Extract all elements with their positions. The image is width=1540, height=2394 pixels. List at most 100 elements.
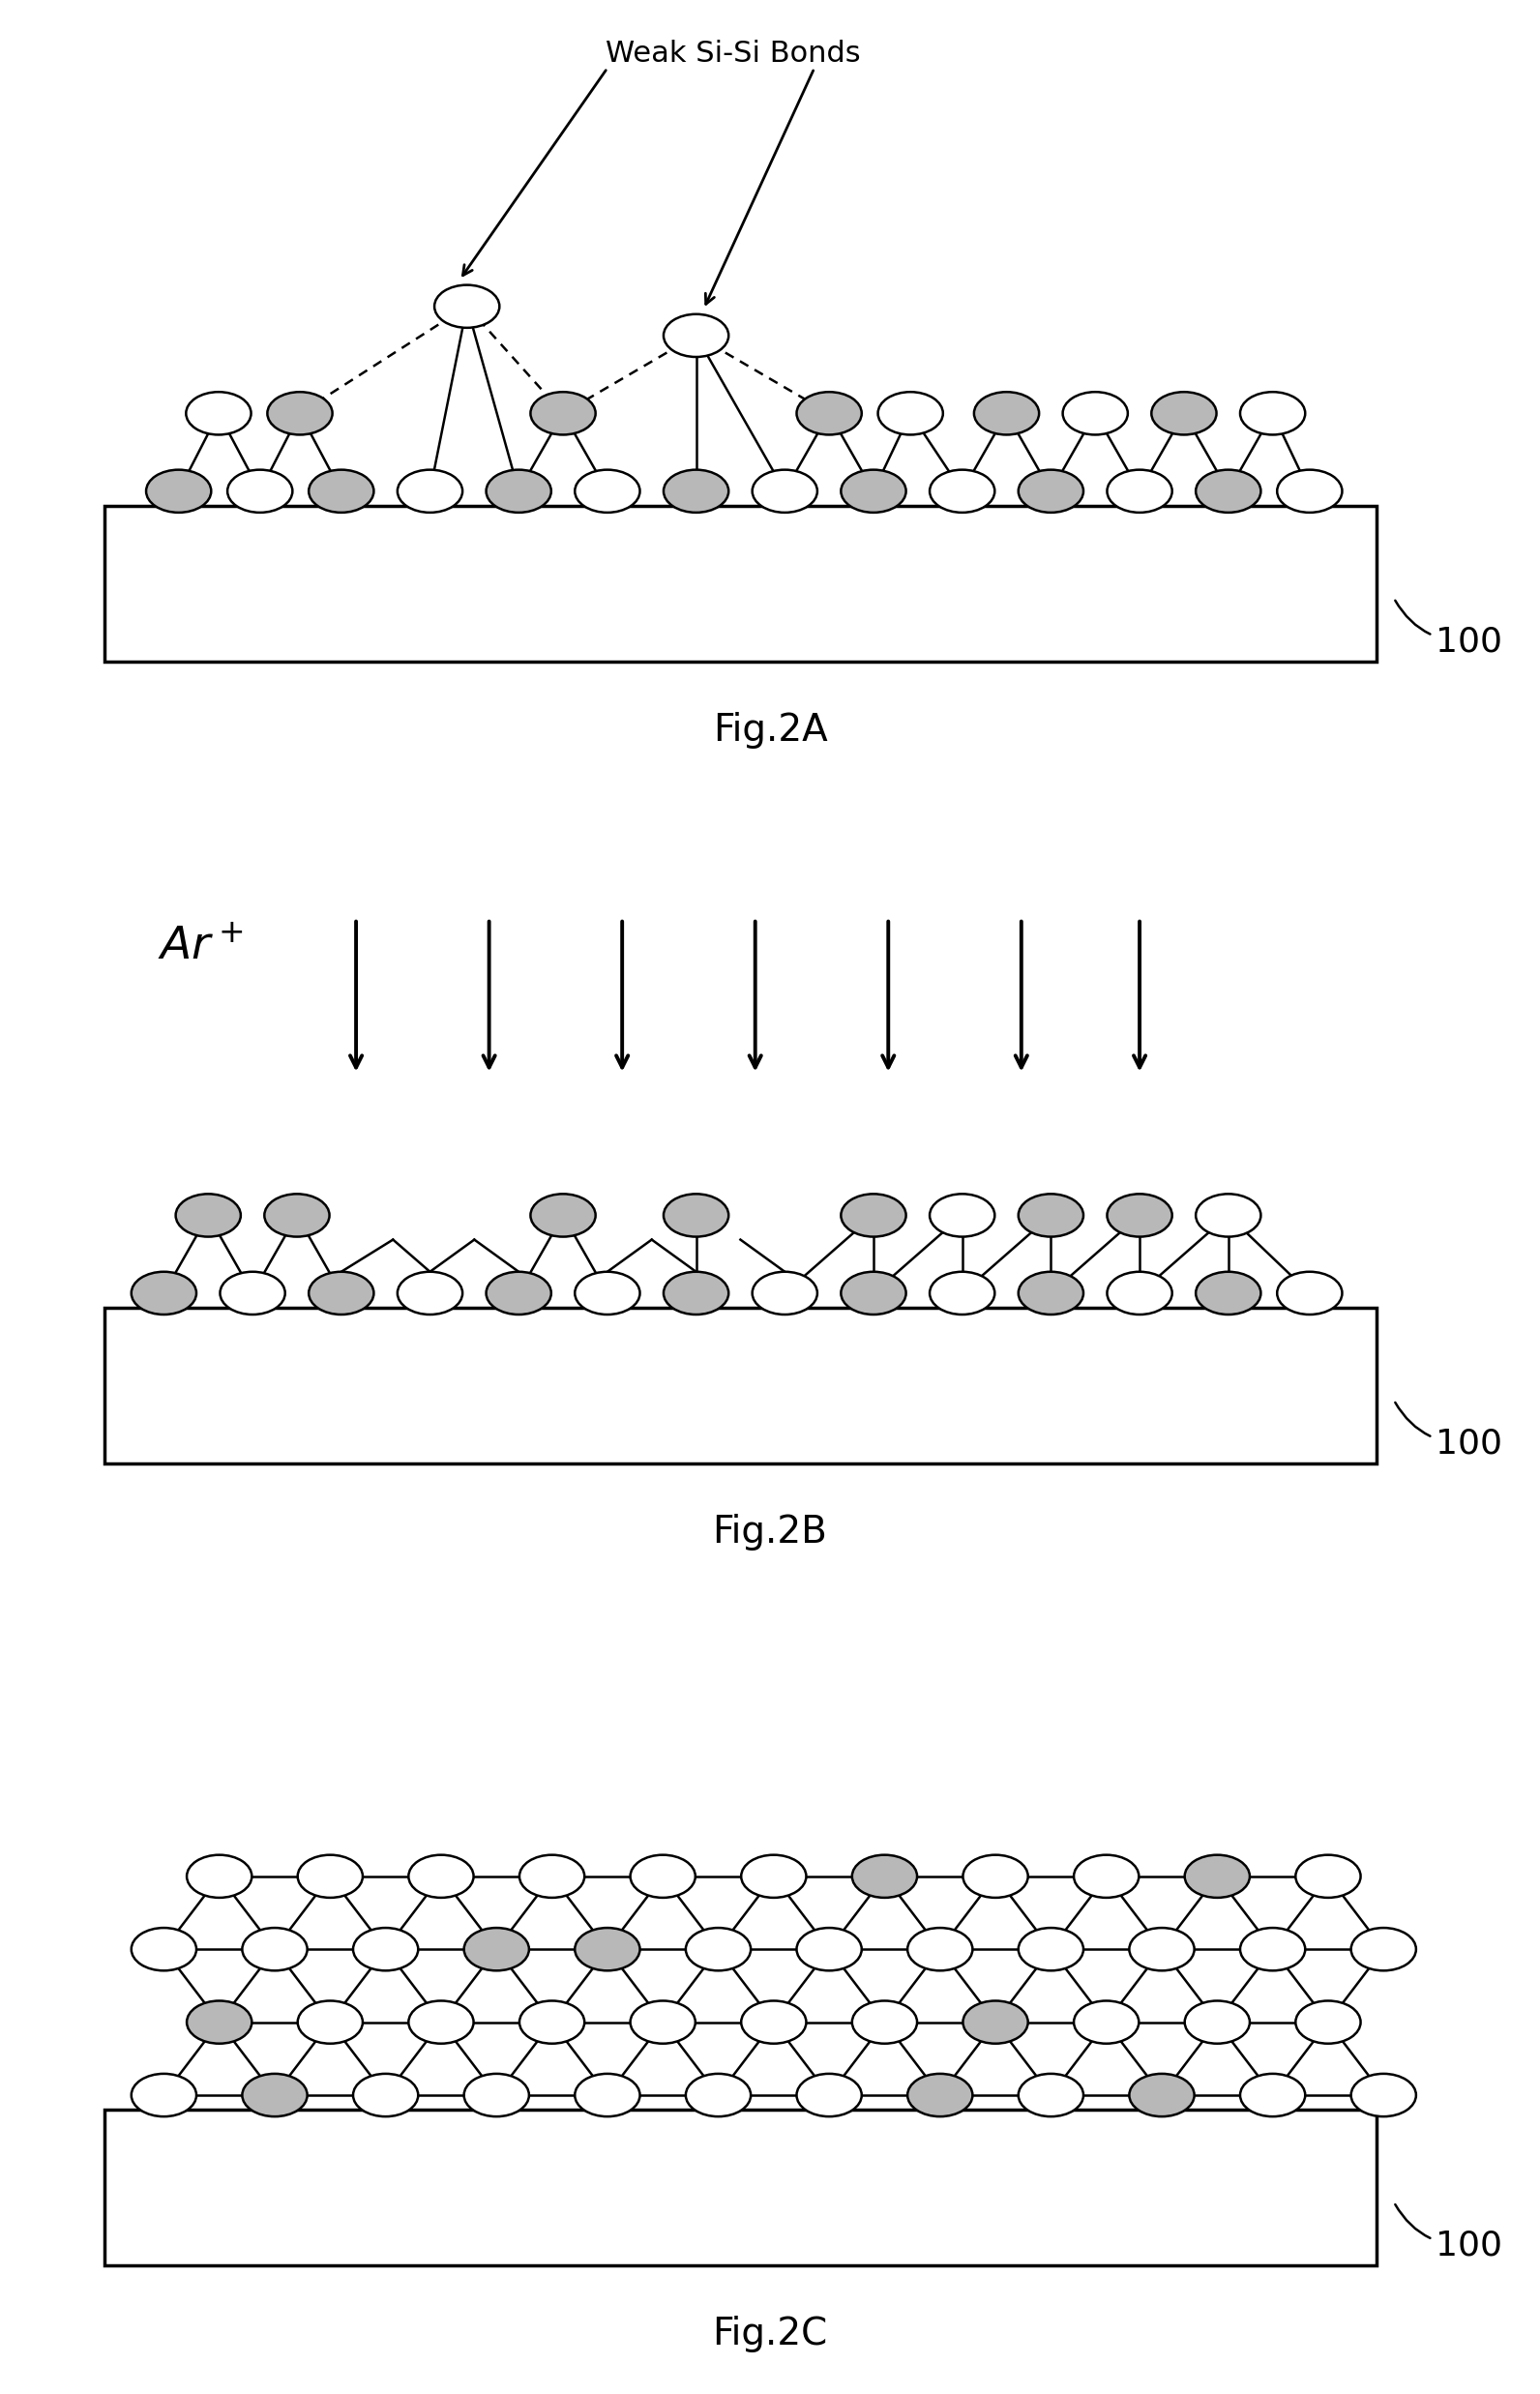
Circle shape — [1351, 2073, 1417, 2116]
Circle shape — [664, 314, 728, 357]
Text: 100: 100 — [1395, 601, 1502, 658]
Circle shape — [1073, 2001, 1140, 2044]
Circle shape — [1277, 469, 1343, 512]
Circle shape — [574, 2073, 641, 2116]
Circle shape — [408, 2001, 474, 2044]
Circle shape — [353, 1927, 419, 1970]
Circle shape — [973, 393, 1040, 436]
Circle shape — [186, 1855, 253, 1898]
Circle shape — [397, 469, 462, 512]
Text: Fig.2B: Fig.2B — [713, 1513, 827, 1551]
Circle shape — [796, 393, 862, 436]
Circle shape — [664, 469, 728, 512]
Circle shape — [297, 2001, 363, 2044]
Circle shape — [131, 1927, 197, 1970]
Bar — [105, 1307, 1377, 1463]
Circle shape — [907, 2073, 973, 2116]
Circle shape — [530, 393, 596, 436]
Circle shape — [741, 1855, 807, 1898]
Circle shape — [1184, 1855, 1250, 1898]
Circle shape — [1129, 1927, 1195, 1970]
Circle shape — [685, 1927, 752, 1970]
Circle shape — [397, 1271, 462, 1314]
Circle shape — [1018, 2073, 1084, 2116]
Circle shape — [353, 2073, 419, 2116]
Circle shape — [220, 1271, 285, 1314]
Circle shape — [1277, 1271, 1343, 1314]
Circle shape — [852, 2001, 918, 2044]
Circle shape — [962, 2001, 1029, 2044]
Circle shape — [752, 469, 818, 512]
Circle shape — [930, 469, 995, 512]
Circle shape — [131, 1271, 197, 1314]
Circle shape — [1351, 1927, 1417, 1970]
Circle shape — [1152, 393, 1217, 436]
Bar — [105, 2109, 1377, 2265]
Circle shape — [464, 2073, 530, 2116]
Circle shape — [878, 393, 942, 436]
Circle shape — [630, 1855, 696, 1898]
Circle shape — [1195, 1195, 1261, 1238]
Circle shape — [574, 1927, 641, 1970]
Circle shape — [574, 469, 641, 512]
Circle shape — [1107, 469, 1172, 512]
Circle shape — [1107, 1195, 1172, 1238]
Circle shape — [519, 2001, 585, 2044]
Circle shape — [186, 2001, 253, 2044]
Circle shape — [841, 469, 906, 512]
Circle shape — [752, 1271, 818, 1314]
Circle shape — [1018, 1271, 1084, 1314]
Text: $\mathit{Ar}^+$: $\mathit{Ar}^+$ — [157, 926, 243, 970]
Circle shape — [1240, 393, 1306, 436]
Text: 100: 100 — [1395, 2205, 1502, 2262]
Circle shape — [1195, 469, 1261, 512]
Circle shape — [1295, 1855, 1361, 1898]
Circle shape — [1295, 2001, 1361, 2044]
Circle shape — [1063, 393, 1127, 436]
Circle shape — [176, 1195, 240, 1238]
Circle shape — [664, 1195, 728, 1238]
Circle shape — [242, 2073, 308, 2116]
Circle shape — [930, 1195, 995, 1238]
Circle shape — [530, 1195, 596, 1238]
Circle shape — [519, 1855, 585, 1898]
Circle shape — [228, 469, 293, 512]
Circle shape — [186, 393, 251, 436]
Circle shape — [297, 1855, 363, 1898]
Circle shape — [664, 1271, 728, 1314]
Circle shape — [685, 2073, 752, 2116]
Circle shape — [841, 1271, 906, 1314]
Circle shape — [1240, 1927, 1306, 1970]
Circle shape — [841, 1195, 906, 1238]
Circle shape — [408, 1855, 474, 1898]
Circle shape — [308, 1271, 374, 1314]
Circle shape — [265, 1195, 330, 1238]
Circle shape — [487, 1271, 551, 1314]
Circle shape — [930, 1271, 995, 1314]
Circle shape — [242, 1927, 308, 1970]
Circle shape — [1240, 2073, 1306, 2116]
Circle shape — [907, 1927, 973, 1970]
Circle shape — [131, 2073, 197, 2116]
Circle shape — [1195, 1271, 1261, 1314]
Circle shape — [1184, 2001, 1250, 2044]
Circle shape — [1018, 469, 1084, 512]
Text: Fig.2A: Fig.2A — [713, 711, 827, 749]
Text: 100: 100 — [1395, 1403, 1502, 1460]
Circle shape — [464, 1927, 530, 1970]
Circle shape — [796, 1927, 862, 1970]
Circle shape — [574, 1271, 641, 1314]
Text: Fig.2C: Fig.2C — [713, 2315, 827, 2353]
Circle shape — [1073, 1855, 1140, 1898]
Circle shape — [630, 2001, 696, 2044]
Circle shape — [1018, 1927, 1084, 1970]
Circle shape — [146, 469, 211, 512]
Circle shape — [434, 285, 499, 328]
Circle shape — [487, 469, 551, 512]
Circle shape — [741, 2001, 807, 2044]
Text: Weak Si-Si Bonds: Weak Si-Si Bonds — [605, 41, 861, 67]
Bar — [105, 505, 1377, 661]
Circle shape — [796, 2073, 862, 2116]
Circle shape — [1018, 1195, 1084, 1238]
Circle shape — [1129, 2073, 1195, 2116]
